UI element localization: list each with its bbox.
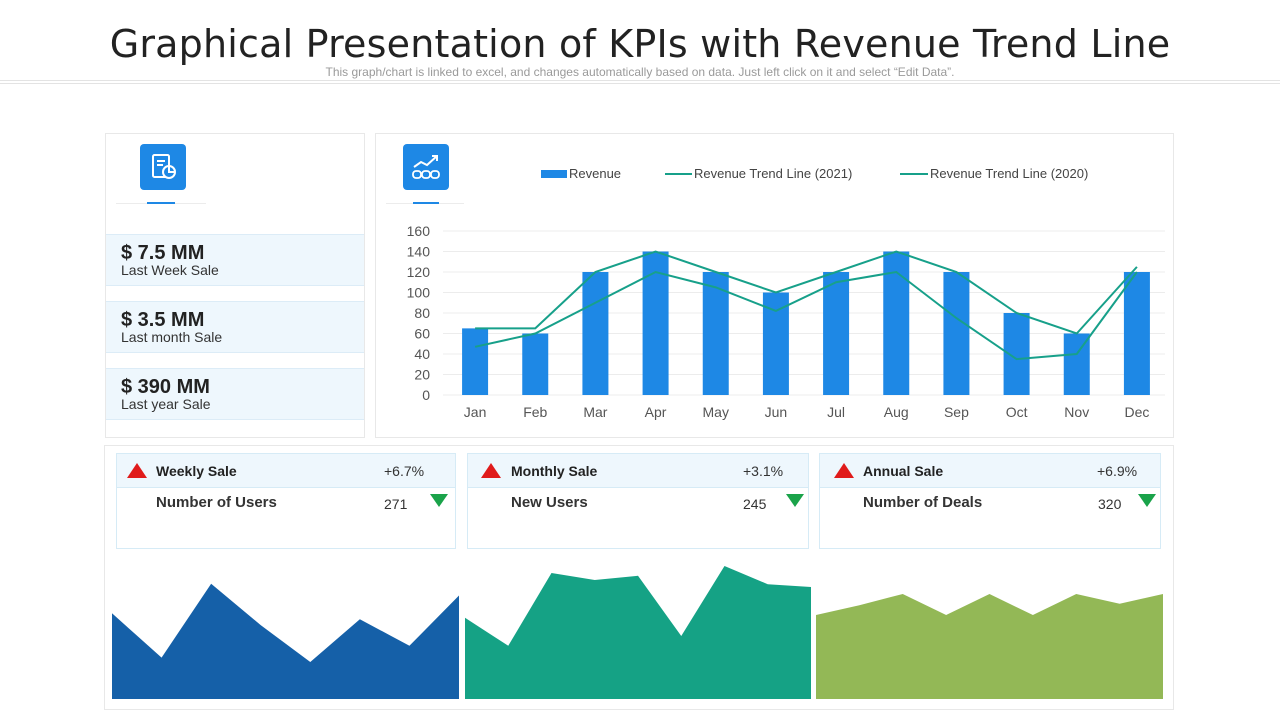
x-tick-label: Nov	[1064, 404, 1089, 420]
revenue-bar	[462, 328, 489, 395]
x-tick-label: Jan	[464, 404, 487, 420]
stat-number: 320	[1098, 496, 1122, 512]
x-axis: Jan Feb Mar Apr May Jun Jul Aug Sep Oct Nov Dec	[464, 404, 1150, 420]
stat-title: Monthly Sale	[511, 463, 598, 479]
kpi-label: Last month Sale	[121, 329, 223, 345]
stat-card-monthly: Monthly Sale +3.1% New Users 245	[467, 453, 809, 549]
x-tick-label: Sep	[944, 404, 969, 420]
stat-title: Annual Sale	[863, 463, 944, 479]
y-tick-label: 60	[414, 326, 430, 342]
legend-label-revenue: Revenue	[569, 166, 621, 181]
y-tick-label: 160	[407, 223, 431, 239]
x-tick-label: Dec	[1124, 404, 1149, 420]
y-tick-label: 120	[407, 264, 431, 280]
y-tick-label: 100	[407, 285, 431, 301]
stat-percent: +6.9%	[1097, 463, 1138, 479]
trend-up-icon	[127, 463, 147, 478]
revenue-bar	[522, 333, 549, 395]
trend-line-2020	[474, 270, 1138, 361]
stat-percent: +3.1%	[743, 463, 784, 479]
page-title: Graphical Presentation of KPIs with Reve…	[109, 22, 1171, 66]
y-axis: 0 20 40 60 80 100 120 140 160	[407, 223, 431, 403]
x-tick-label: Jun	[765, 404, 788, 420]
stat-header: Monthly Sale +3.1%	[468, 454, 808, 488]
legend-label-2020: Revenue Trend Line (2020)	[930, 166, 1088, 181]
trend-line-2021	[475, 250, 1138, 335]
weekly-area	[112, 583, 459, 699]
icon-underline	[147, 202, 175, 204]
monthly-area	[465, 566, 811, 699]
kpi-label: Last Week Sale	[121, 262, 219, 278]
stat-subtitle: Number of Users	[156, 494, 277, 511]
x-tick-label: Mar	[583, 404, 607, 420]
kpi-label: Last year Sale	[121, 396, 211, 412]
y-tick-label: 40	[414, 346, 430, 362]
stat-subtitle: New Users	[511, 494, 588, 511]
kpi-value: $ 390 MM	[121, 376, 210, 398]
revenue-growth-icon	[403, 144, 449, 190]
revenue-bar	[883, 251, 910, 395]
legend-label-2021: Revenue Trend Line (2021)	[694, 166, 852, 181]
stat-card-weekly: Weekly Sale +6.7% Number of Users 271	[116, 453, 456, 549]
x-tick-label: May	[703, 404, 729, 420]
revenue-bar	[823, 272, 850, 395]
chart-gridlines	[443, 230, 1165, 396]
x-tick-label: Feb	[523, 404, 547, 420]
y-tick-label: 140	[407, 244, 431, 260]
stat-title: Weekly Sale	[156, 463, 237, 479]
chart-legend: Revenue Revenue Trend Line (2021) Revenue …	[541, 166, 1088, 181]
x-tick-label: Apr	[645, 404, 667, 420]
revenue-bar	[702, 272, 729, 395]
y-tick-label: 20	[414, 367, 430, 383]
stat-number: 245	[743, 496, 767, 512]
revenue-bar	[943, 272, 970, 395]
trend-lines	[474, 250, 1138, 361]
stat-card-annual: Annual Sale +6.9% Number of Deals 320	[819, 453, 1161, 549]
annual-area	[816, 594, 1163, 699]
legend-swatch-revenue	[541, 170, 567, 178]
x-tick-label: Aug	[884, 404, 909, 420]
kpi-card-week: $ 7.5 MM Last Week Sale	[106, 234, 364, 286]
trend-down-icon	[1138, 494, 1156, 507]
icon-underline	[413, 202, 439, 204]
kpi-card-month: $ 3.5 MM Last month Sale	[106, 301, 364, 353]
stat-subtitle: Number of Deals	[863, 494, 983, 511]
y-tick-label: 80	[414, 305, 430, 321]
stat-number: 271	[384, 496, 408, 512]
report-chart-icon	[140, 144, 186, 190]
trend-up-icon	[834, 463, 854, 478]
x-tick-label: Jul	[827, 404, 845, 420]
title-divider	[0, 80, 1280, 84]
trend-down-icon	[786, 494, 804, 507]
stat-header: Weekly Sale +6.7%	[117, 454, 455, 488]
trend-down-icon	[430, 494, 448, 507]
kpi-card-year: $ 390 MM Last year Sale	[106, 368, 364, 420]
stat-percent: +6.7%	[384, 463, 425, 479]
kpi-panel: $ 7.5 MM Last Week Sale $ 3.5 MM Last mo…	[105, 133, 365, 438]
trend-up-icon	[481, 463, 501, 478]
stat-header: Annual Sale +6.9%	[820, 454, 1160, 488]
revenue-bar	[582, 272, 609, 395]
kpi-value: $ 7.5 MM	[121, 242, 205, 264]
revenue-bar	[762, 292, 789, 395]
page-subtitle: This graph/chart is linked to excel, and…	[325, 65, 955, 79]
y-tick-label: 0	[422, 387, 430, 403]
kpi-value: $ 3.5 MM	[121, 309, 205, 331]
revenue-bar	[1123, 272, 1150, 395]
x-tick-label: Oct	[1006, 404, 1028, 420]
